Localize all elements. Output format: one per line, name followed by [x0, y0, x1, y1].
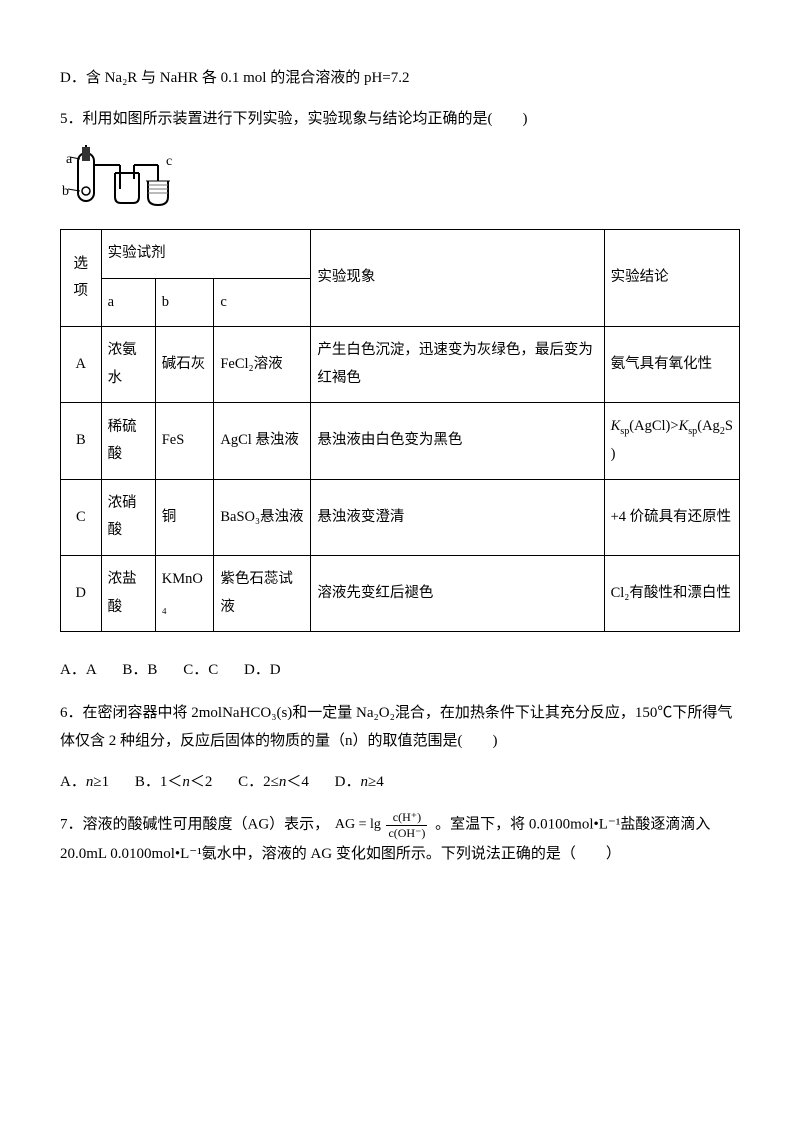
table-row: A 浓氨水 碱石灰 FeCl₂溶液 产生白色沉淀，迅速变为灰绿色，最后变为红褐色…: [61, 327, 740, 403]
q5-option-a: A．A: [60, 656, 97, 685]
q5-options: A．A B．B C．C D．D: [60, 656, 740, 685]
cell-opt: B: [61, 403, 102, 480]
q5-option-d: D．D: [244, 656, 281, 685]
cell-opt: D: [61, 556, 102, 632]
cell-a: 浓氨水: [101, 327, 155, 403]
q5-stem: 5．利用如图所示装置进行下列实验，实验现象与结论均正确的是( ): [60, 105, 740, 134]
cell-opt: A: [61, 327, 102, 403]
table-row: B 稀硫酸 FeS AgCl 悬浊液 悬浊液由白色变为黑色 Ksp(AgCl)>…: [61, 403, 740, 480]
cell-a: 稀硫酸: [101, 403, 155, 480]
q6-option-b: B．1＜n＜2: [135, 768, 213, 797]
cell-c: BaSO₃悬浊液: [214, 479, 311, 555]
cell-c: AgCl 悬浊液: [214, 403, 311, 480]
cell-phen: 悬浊液由白色变为黑色: [311, 403, 604, 480]
cell-opt: C: [61, 479, 102, 555]
q7-pre: 7．溶液的酸碱性可用酸度（AG）表示，: [60, 816, 329, 832]
q6-option-a: A．n≥1: [60, 768, 109, 797]
th-c: c: [214, 278, 311, 327]
th-reagent: 实验试剂: [101, 230, 311, 279]
q7-stem: 7．溶液的酸碱性可用酸度（AG）表示， AG = lg c(H⁺) c(OH⁻)…: [60, 810, 740, 868]
q7-frac-den: c(OH⁻): [386, 826, 427, 840]
th-option: 选项: [61, 230, 102, 327]
q6-options: A．n≥1 B．1＜n＜2 C．2≤n＜4 D．n≥4: [60, 768, 740, 797]
cell-b: KMnO₄: [155, 556, 214, 632]
q5-table: 选项 实验试剂 实验现象 实验结论 a b c A 浓氨水 碱石灰 FeCl₂溶…: [60, 229, 740, 632]
q5-diagram: a b c: [60, 145, 190, 215]
th-a: a: [101, 278, 155, 327]
q4-option-d: D．含 Na₂R 与 NaHR 各 0.1 mol 的混合溶液的 pH=7.2: [60, 64, 740, 93]
q6-option-c: C．2≤n＜4: [238, 768, 309, 797]
cell-conc: 氨气具有氧化性: [604, 327, 739, 403]
q6-option-d: D．n≥4: [335, 768, 384, 797]
cell-c: FeCl₂溶液: [214, 327, 311, 403]
cell-conc: Cl₂有酸性和漂白性: [604, 556, 739, 632]
th-b: b: [155, 278, 214, 327]
table-row: C 浓硝酸 铜 BaSO₃悬浊液 悬浊液变澄清 +4 价硫具有还原性: [61, 479, 740, 555]
q6-stem: 6．在密闭容器中将 2molNaHCO₃(s)和一定量 Na₂O₂混合，在加热条…: [60, 699, 740, 756]
cell-b: 碱石灰: [155, 327, 214, 403]
table-row: D 浓盐酸 KMnO₄ 紫色石蕊试液 溶液先变红后褪色 Cl₂有酸性和漂白性: [61, 556, 740, 632]
q5-option-c: C．C: [183, 656, 218, 685]
cell-c: 紫色石蕊试液: [214, 556, 311, 632]
cell-a: 浓硝酸: [101, 479, 155, 555]
q7-frac-num: c(H⁺): [386, 810, 427, 825]
diagram-label-a: a: [66, 152, 73, 167]
th-conc: 实验结论: [604, 230, 739, 327]
table-header-row: 选项 实验试剂 实验现象 实验结论: [61, 230, 740, 279]
cell-phen: 产生白色沉淀，迅速变为灰绿色，最后变为红褐色: [311, 327, 604, 403]
q7-fraction: c(H⁺) c(OH⁻): [386, 810, 427, 840]
cell-conc: +4 价硫具有还原性: [604, 479, 739, 555]
cell-a: 浓盐酸: [101, 556, 155, 632]
diagram-label-c: c: [166, 154, 172, 169]
cell-b: FeS: [155, 403, 214, 480]
cell-phen: 悬浊液变澄清: [311, 479, 604, 555]
q5-option-b: B．B: [122, 656, 157, 685]
cell-phen: 溶液先变红后褪色: [311, 556, 604, 632]
q7-formula-lhs: AG = lg: [335, 817, 381, 832]
cell-conc: Ksp(AgCl)>Ksp(Ag2S): [604, 403, 739, 480]
diagram-label-b: b: [62, 184, 69, 199]
cell-b: 铜: [155, 479, 214, 555]
q7-formula: AG = lg c(H⁺) c(OH⁻): [335, 810, 430, 840]
th-phen: 实验现象: [311, 230, 604, 327]
